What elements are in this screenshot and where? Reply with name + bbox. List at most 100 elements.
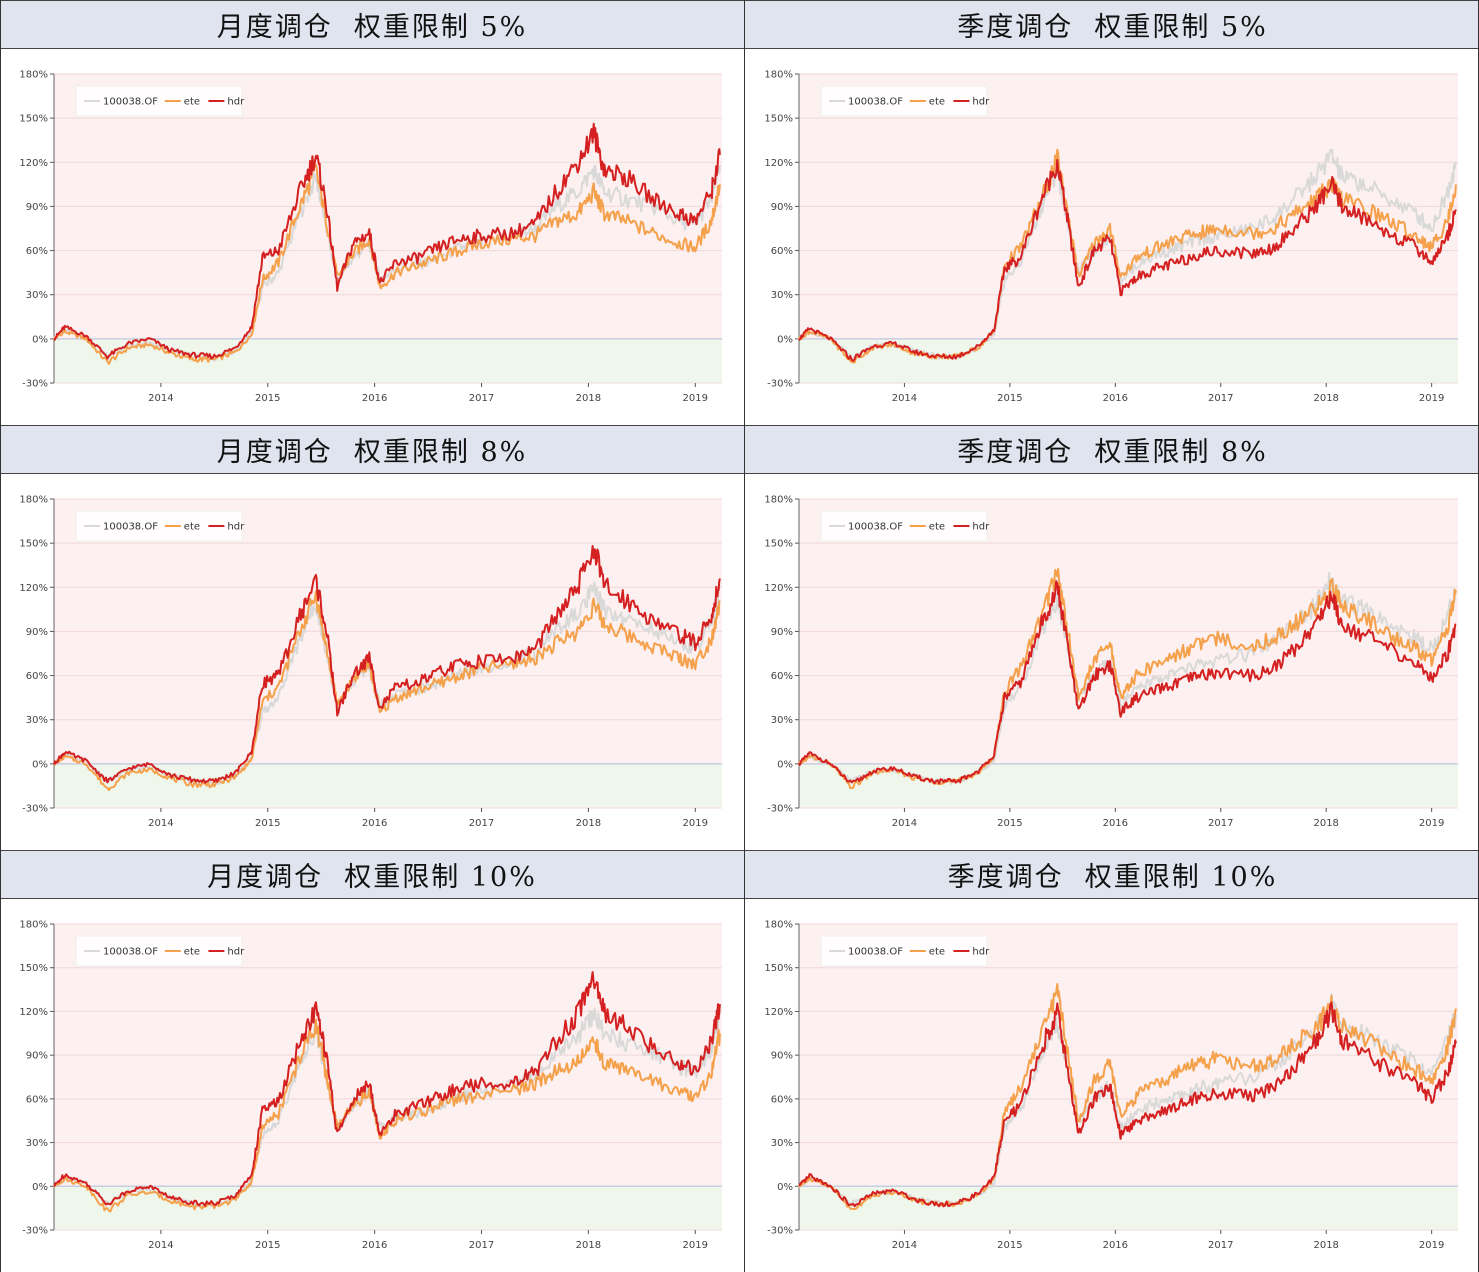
- panel-title: 月度调仓 权重限制 10%: [0, 850, 744, 899]
- x-tick-label: 2017: [469, 393, 494, 404]
- x-tick-label: 2018: [1313, 393, 1338, 404]
- x-tick-label: 2019: [1419, 818, 1444, 829]
- legend-label: hdr: [972, 97, 990, 108]
- x-tick-label: 2018: [576, 818, 601, 829]
- y-tick-label: -30%: [22, 1226, 48, 1237]
- x-tick-label: 2019: [683, 393, 708, 404]
- y-tick-label: 120%: [19, 583, 48, 594]
- legend: 100038.OF ete hdr: [820, 85, 990, 117]
- y-tick-label: 150%: [19, 114, 48, 125]
- column-divider: [744, 0, 745, 1272]
- negative-zone: [54, 763, 722, 808]
- line-chart: 180% 150% 120% 90% 60% 30% 0% -30% 2014 2015 2016 2…: [19, 920, 722, 1251]
- y-tick-label: 180%: [19, 495, 48, 506]
- x-tick-label: 2017: [469, 818, 494, 829]
- x-tick-label: 2016: [362, 393, 387, 404]
- legend-label: ete: [184, 97, 200, 108]
- x-tick-label: 2017: [1208, 1240, 1233, 1251]
- series-line-ete: [798, 567, 1457, 790]
- negative-zone: [799, 338, 1458, 383]
- line-chart: 180% 150% 120% 90% 60% 30% 0% -30% 2014 2015 2016 2…: [764, 495, 1458, 829]
- x-tick-label: 2017: [469, 1240, 494, 1251]
- legend-label: ete: [929, 97, 945, 108]
- y-tick-label: 180%: [764, 495, 793, 506]
- chart-panel: 季度调仓 权重限制 10% 180% 150% 120% 90% 60% 30% 0% -30%…: [745, 850, 1479, 1272]
- chart-panel: 月度调仓 权重限制 8% 180% 150% 120% 90% 60% 30% 0% -30% 2…: [0, 425, 744, 850]
- y-tick-label: 90%: [771, 627, 793, 638]
- y-tick-label: 90%: [771, 202, 793, 213]
- legend-label: hdr: [972, 522, 990, 533]
- y-tick-label: 30%: [771, 290, 793, 301]
- legend-label: hdr: [227, 522, 245, 533]
- y-tick-label: -30%: [22, 804, 48, 815]
- x-tick-label: 2015: [997, 393, 1022, 404]
- y-tick-label: -30%: [767, 1226, 793, 1237]
- x-tick-label: 2018: [576, 393, 601, 404]
- x-tick-label: 2017: [1208, 393, 1233, 404]
- panel-title: 季度调仓 权重限制 5%: [745, 0, 1479, 49]
- y-tick-label: 180%: [764, 70, 793, 81]
- series-line-hdr: [798, 580, 1457, 785]
- y-tick-label: 120%: [764, 1007, 793, 1018]
- legend: 100038.OF ete hdr: [75, 510, 245, 542]
- panel-title: 月度调仓 权重限制 8%: [0, 425, 744, 474]
- y-tick-label: 150%: [764, 539, 793, 550]
- legend-label: 100038.OF: [848, 97, 903, 108]
- legend: 100038.OF ete hdr: [820, 935, 990, 967]
- y-tick-label: 60%: [26, 671, 48, 682]
- y-tick-label: 150%: [764, 114, 793, 125]
- chart-panel: 月度调仓 权重限制 10% 180% 150% 120% 90% 60% 30% 0% -30%…: [0, 850, 744, 1272]
- x-tick-label: 2019: [1419, 393, 1444, 404]
- y-tick-label: 30%: [26, 290, 48, 301]
- x-tick-label: 2018: [576, 1240, 601, 1251]
- y-tick-label: 30%: [26, 1138, 48, 1149]
- x-tick-label: 2015: [997, 1240, 1022, 1251]
- legend: 100038.OF ete hdr: [75, 85, 245, 117]
- chart-panel: 月度调仓 权重限制 5% 180% 150% 120% 90% 60% 30% 0% -30% 2…: [0, 0, 744, 425]
- chart-panel: 季度调仓 权重限制 8% 180% 150% 120% 90% 60% 30% 0% -30% 2…: [745, 425, 1479, 850]
- line-chart: 180% 150% 120% 90% 60% 30% 0% -30% 2014 2015 2016 2…: [19, 70, 722, 404]
- x-tick-label: 2016: [362, 1240, 387, 1251]
- y-tick-label: -30%: [22, 379, 48, 390]
- legend-label: 100038.OF: [103, 97, 158, 108]
- y-tick-label: 30%: [771, 1138, 793, 1149]
- legend-label: 100038.OF: [103, 947, 158, 958]
- x-tick-label: 2015: [255, 818, 280, 829]
- y-tick-label: 90%: [26, 1051, 48, 1062]
- legend-label: 100038.OF: [848, 947, 903, 958]
- y-tick-label: 120%: [19, 158, 48, 169]
- x-tick-label: 2014: [892, 1240, 917, 1251]
- x-tick-label: 2019: [1419, 1240, 1444, 1251]
- panel-title: 季度调仓 权重限制 10%: [745, 850, 1479, 899]
- line-chart: 180% 150% 120% 90% 60% 30% 0% -30% 2014 2015 2016 2…: [764, 920, 1458, 1251]
- x-tick-label: 2015: [255, 1240, 280, 1251]
- legend-label: ete: [184, 522, 200, 533]
- legend-label: hdr: [227, 97, 245, 108]
- panel-title: 月度调仓 权重限制 5%: [0, 0, 744, 49]
- series-line-hdr: [798, 1001, 1457, 1208]
- y-tick-label: 120%: [764, 158, 793, 169]
- legend-label: ete: [184, 947, 200, 958]
- y-tick-label: 30%: [771, 715, 793, 726]
- legend-label: ete: [929, 947, 945, 958]
- x-tick-label: 2014: [892, 393, 917, 404]
- y-tick-label: 90%: [771, 1051, 793, 1062]
- negative-zone: [799, 763, 1458, 808]
- x-tick-label: 2019: [683, 1240, 708, 1251]
- x-tick-label: 2017: [1208, 818, 1233, 829]
- x-tick-label: 2018: [1313, 818, 1338, 829]
- x-tick-label: 2016: [1103, 818, 1128, 829]
- y-tick-label: -30%: [767, 379, 793, 390]
- negative-zone: [799, 1186, 1458, 1230]
- line-chart: 180% 150% 120% 90% 60% 30% 0% -30% 2014 2015 2016 2…: [19, 495, 722, 829]
- y-tick-label: 30%: [26, 715, 48, 726]
- x-tick-label: 2019: [683, 818, 708, 829]
- legend-label: hdr: [972, 947, 990, 958]
- y-tick-label: 150%: [19, 539, 48, 550]
- y-tick-label: 180%: [764, 920, 793, 931]
- y-tick-label: 90%: [26, 202, 48, 213]
- y-tick-label: 0%: [32, 759, 48, 770]
- line-chart: 180% 150% 120% 90% 60% 30% 0% -30% 2014 2015 2016 2…: [764, 70, 1458, 404]
- y-tick-label: 60%: [771, 671, 793, 682]
